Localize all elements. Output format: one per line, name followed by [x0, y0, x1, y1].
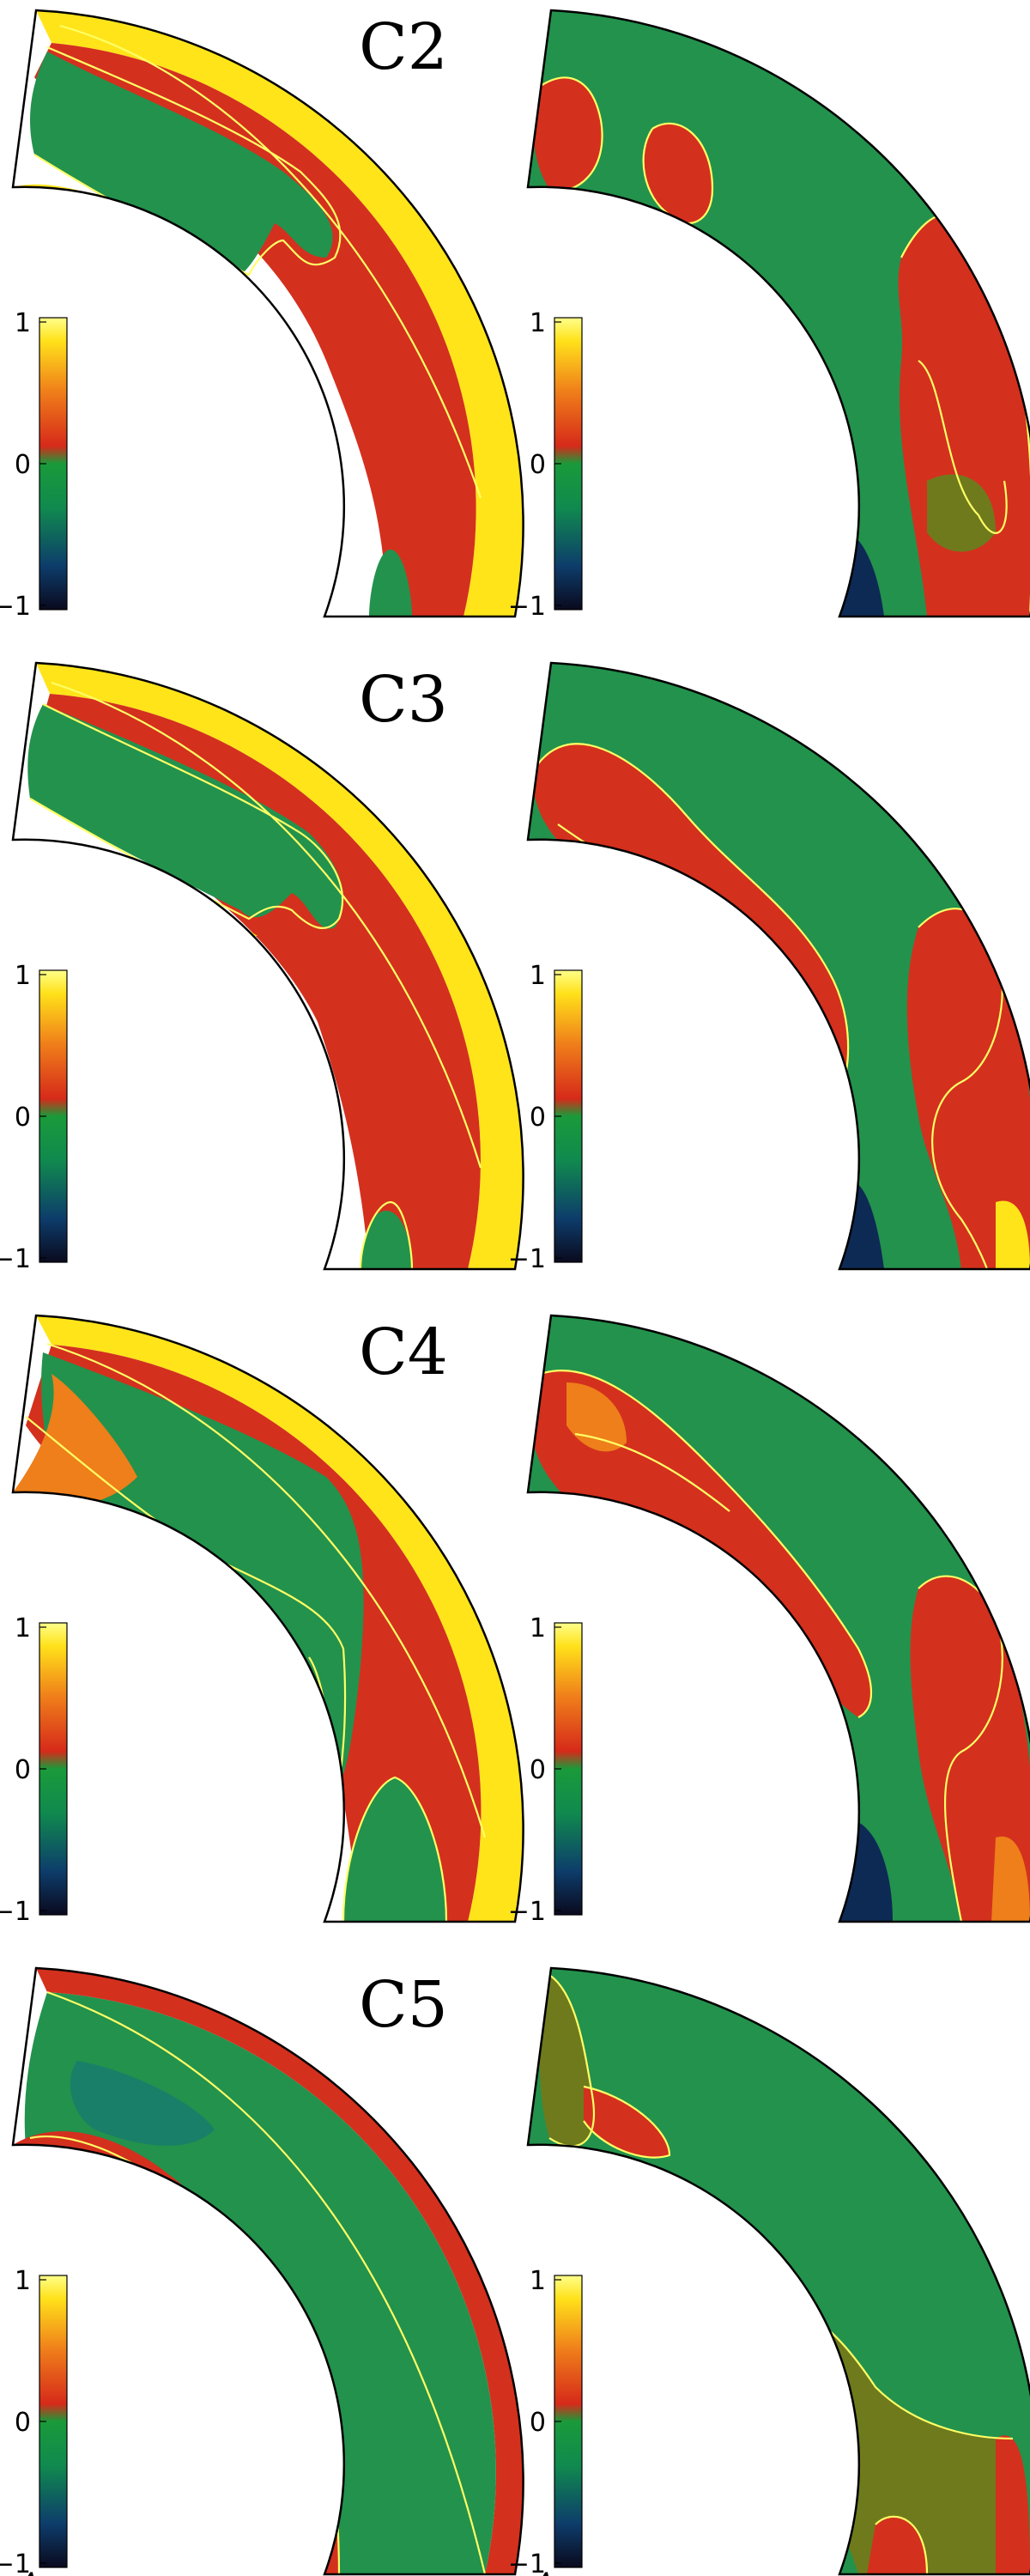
panel-row-c5: 10−1C5AV10−1AH: [0, 1966, 1030, 2576]
wedge-field: [528, 1315, 1030, 1922]
wedge-outline: [11, 661, 524, 1271]
colorbar: 1 0 −1: [508, 961, 583, 1274]
colorbar: 1 0 −1: [508, 2266, 583, 2576]
wedge-field: [528, 10, 1030, 617]
panel-row-c3: 1 0 −1 C3 1 0 −1: [0, 661, 1030, 1274]
colorbar: 1 0 −1: [0, 961, 68, 1274]
quantity-label-a_v: AV: [16, 2567, 55, 2576]
colorbar-tick-label: 1: [15, 2266, 31, 2296]
colorbar-tick-label: −1: [0, 592, 31, 622]
field-patch: [30, 52, 333, 276]
ah-panel-c2: 1 0 −1: [508, 9, 1030, 622]
field-patch: [13, 1374, 137, 1508]
panel-label: C5: [359, 1968, 448, 2042]
field-patch: [27, 704, 343, 929]
av-panel-c2: 1 0 −1 C2: [0, 9, 524, 622]
colorbar-tick-label: 0: [530, 450, 546, 480]
wedge-outline: [526, 1966, 1030, 2576]
wedge-field: [13, 663, 524, 1269]
colorbar-tick-label: 1: [15, 961, 31, 991]
colorbar-tick-label: −1: [0, 1897, 31, 1927]
quantity-symbol: A: [16, 2567, 40, 2576]
wedge-outline: [11, 9, 524, 618]
ah-panel-c5: 1 0 −1AH: [508, 1966, 1030, 2576]
colorbar-tick-label: −1: [0, 1244, 31, 1274]
colorbar-tick-label: 1: [15, 1613, 31, 1643]
av-panel-c4: 1 0 −1 C4: [0, 1314, 524, 1927]
panel-label: C2: [359, 10, 448, 84]
field-patch: [533, 77, 603, 191]
colorbar-tick-label: 1: [530, 961, 546, 991]
field-patch: [927, 474, 996, 552]
wedge-field: [13, 1968, 524, 2574]
colorbar-tick-label: 0: [530, 1103, 546, 1133]
colorbar-tick-label: −1: [508, 592, 546, 622]
wedge-outline: [526, 661, 1030, 1271]
colorbar-tick-label: 1: [530, 1613, 546, 1643]
field-patch: [643, 123, 712, 223]
ah-panel-c3: 1 0 −1: [508, 661, 1030, 1274]
field-patch: [70, 2061, 215, 2146]
field-patch: [867, 2516, 927, 2574]
colorbar: 1 0 −1: [0, 1613, 68, 1927]
colorbar-tick-label: 0: [530, 2408, 546, 2438]
colorbar: 1 0 −1: [508, 1613, 583, 1927]
colorbar: 1 0 −1: [0, 308, 68, 622]
colorbar: 1 0 −1: [0, 2266, 68, 2576]
colorbar-tick-label: −1: [0, 2549, 31, 2576]
panel-label: C4: [359, 1315, 448, 1389]
colorbar-tick-label: −1: [508, 2549, 546, 2576]
quantity-symbol: A: [531, 2567, 555, 2576]
wedge-outline: [526, 9, 1030, 618]
av-panel-c5: 1 0 −1 C5 AV: [0, 1966, 524, 2576]
panel-row-c4: 1 0 −1 C4 1 0 −1: [0, 1314, 1030, 1927]
colorbar-tick-label: 0: [15, 1755, 31, 1785]
quantity-label-a_h: AH: [531, 2567, 572, 2576]
wedge-field: [13, 10, 524, 617]
wedge-field: [528, 663, 1030, 1269]
panel-label: C3: [359, 663, 448, 737]
field-patch: [991, 1836, 1030, 1922]
av-panel-c3: 1 0 −1 C3: [0, 661, 524, 1274]
colorbar-tick-label: 0: [15, 2408, 31, 2438]
colorbar: 1 0 −1: [508, 308, 583, 622]
field-patch: [369, 550, 412, 617]
colorbar-tick-label: 1: [530, 2266, 546, 2296]
wedge-field: [13, 1315, 524, 1922]
field-patch: [584, 2087, 670, 2158]
colorbar-tick-label: −1: [508, 1897, 546, 1927]
panel-row-c2: 1 0 −1 C2 1 0 −1: [0, 9, 1030, 622]
colorbar-tick-label: 0: [15, 1103, 31, 1133]
colorbar-tick-label: 0: [530, 1755, 546, 1785]
contour-line: [540, 1369, 1003, 1922]
wedge-outline: [526, 1314, 1030, 1923]
field-patch: [532, 744, 849, 1116]
colorbar-tick-label: 1: [15, 308, 31, 338]
field-patch: [996, 1200, 1030, 1269]
wedge-outline: [11, 1966, 524, 2576]
field-patch: [360, 1211, 412, 1269]
wedge-field: [528, 1968, 1030, 2574]
colorbar-tick-label: 0: [15, 450, 31, 480]
field-patch: [343, 1777, 446, 1922]
colorbar-tick-label: 1: [530, 308, 546, 338]
field-patch: [36, 10, 524, 617]
field-patch: [996, 2435, 1030, 2574]
colorbar-gradient: [39, 969, 68, 1263]
contour-line: [548, 1974, 1014, 2574]
field-patch: [539, 1975, 594, 2147]
wedge-outline: [11, 1314, 524, 1923]
ah-panel-c4: 1 0 −1: [508, 1314, 1030, 1927]
colorbar-tick-label: −1: [508, 1244, 546, 1274]
